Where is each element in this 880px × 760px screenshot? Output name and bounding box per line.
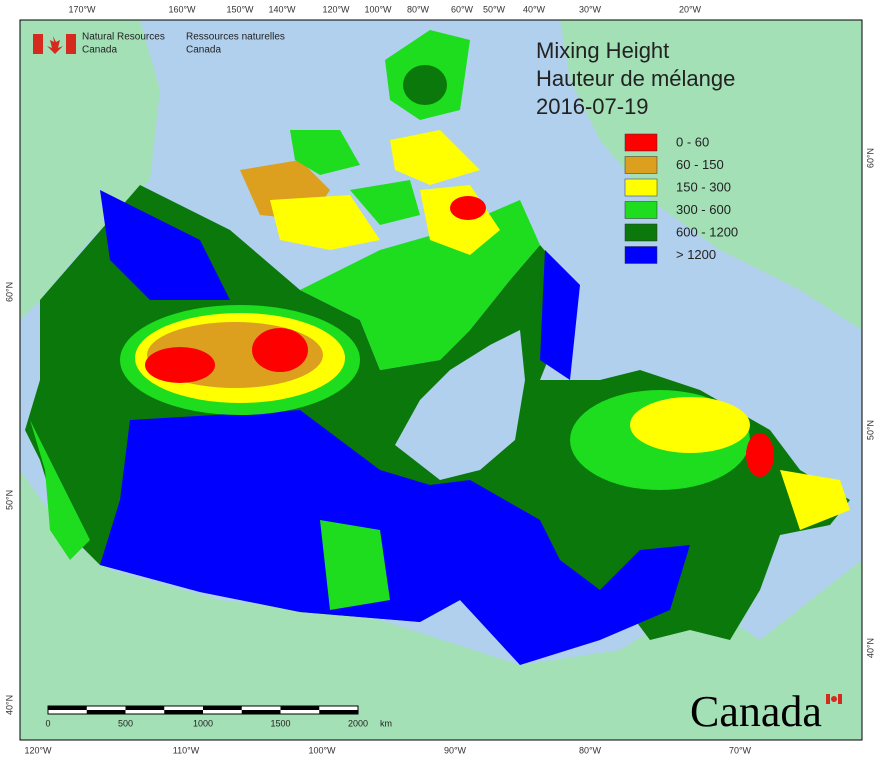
graticule-label: 120°W — [322, 4, 350, 14]
zone-blue — [100, 410, 690, 665]
scale-seg — [241, 710, 281, 714]
island — [290, 130, 360, 175]
graticule-label: 110°W — [173, 745, 200, 755]
zone-red — [252, 328, 308, 372]
island — [390, 130, 480, 185]
agency-en: Canada — [82, 45, 117, 56]
graticule-label: 40°N — [865, 638, 875, 658]
legend: 0 - 60 60 - 150 150 - 300 300 - 600 600 - 12… — [624, 133, 738, 264]
title: Hauteur de mélange — [536, 66, 735, 91]
alaska — [20, 20, 160, 320]
agency-fr: Ressources naturelles — [186, 32, 285, 43]
scale-seg — [125, 706, 165, 710]
scale-unit: km — [380, 718, 392, 728]
graticule-label: 90°W — [444, 745, 467, 755]
graticule-label: 80°W — [407, 4, 430, 14]
wordmark: Canada — [690, 687, 822, 736]
flag-leaf — [831, 696, 837, 702]
graticule-label: 80°W — [579, 745, 602, 755]
zone-blue — [540, 250, 580, 380]
graticule-label: 160°W — [168, 4, 196, 14]
graticule-label: 60°N — [865, 148, 875, 168]
graticule-label: 150°W — [226, 4, 254, 14]
scale-seg — [164, 710, 203, 714]
zone-yellow — [780, 470, 850, 530]
legend-swatch — [624, 178, 658, 197]
title: Mixing Height — [536, 38, 669, 63]
flag-leaf — [47, 36, 63, 54]
legend-swatch — [624, 246, 658, 264]
scale-label: 500 — [118, 718, 133, 728]
scale-seg — [48, 706, 87, 710]
graticule-label: 100°W — [364, 4, 392, 14]
scale-seg — [203, 706, 242, 710]
island — [403, 65, 447, 105]
hudson-bay — [395, 330, 525, 480]
coast — [30, 420, 90, 560]
greenland — [560, 20, 862, 330]
agency-en: Natural Resources — [82, 32, 165, 43]
scale-bar: km 0 500 1000 1500 2000 — [45, 705, 392, 728]
scale-seg — [319, 710, 358, 714]
legend-label: 60 - 150 — [676, 157, 724, 172]
graticule-label: 70°W — [729, 745, 752, 755]
scale-label: 1000 — [193, 718, 213, 728]
wordmark-flag — [826, 694, 842, 704]
graticule-label: 20°W — [679, 4, 702, 14]
graticule-label: 60°W — [451, 4, 474, 14]
title: 2016-07-19 — [536, 94, 649, 119]
island — [450, 196, 486, 220]
usa — [20, 470, 862, 740]
graticule-label: 40°W — [523, 4, 546, 14]
flag-bar — [826, 694, 830, 704]
graticule-label: 60°N — [4, 282, 14, 302]
graticule-label: 30°W — [579, 4, 602, 14]
graticule-label: 140°W — [268, 4, 296, 14]
island — [350, 180, 420, 225]
graticule-label: 40°N — [4, 695, 14, 715]
legend-label: 0 - 60 — [676, 134, 709, 149]
zone-red — [746, 433, 774, 477]
flag-bar — [66, 34, 76, 54]
legend-swatch — [624, 201, 658, 219]
scale-label: 0 — [45, 718, 50, 728]
legend-label: > 1200 — [676, 247, 716, 262]
zone-yellow — [630, 397, 750, 453]
scale-label: 1500 — [270, 718, 290, 728]
zone-green — [320, 520, 390, 610]
graticule-labels: 170°W 160°W 150°W 140°W 120°W 100°W 80°W 60°W 50… — [4, 4, 875, 755]
zone-red — [145, 347, 215, 383]
graticule-label: 120°W — [24, 745, 52, 755]
legend-label: 300 - 600 — [676, 202, 731, 217]
frame — [19, 19, 863, 741]
legend-label: 150 - 300 — [676, 179, 731, 194]
zone-blue — [100, 190, 230, 300]
flag-bar — [838, 694, 842, 704]
graticule-label: 100°W — [308, 745, 336, 755]
agency-signature: Natural Resources Canada Ressources natu… — [33, 32, 285, 56]
graticule-label: 50°W — [483, 4, 506, 14]
flag-bar — [33, 34, 43, 54]
scale-seg — [280, 706, 320, 710]
island — [270, 195, 380, 250]
agency-fr: Canada — [186, 45, 221, 56]
legend-swatch — [624, 156, 658, 174]
legend-swatch — [624, 223, 658, 242]
graticule-label: 170°W — [68, 4, 96, 14]
scale-seg — [86, 710, 126, 714]
graticule-label: 50°N — [865, 420, 875, 440]
legend-swatch — [624, 133, 658, 152]
graticule-label: 50°N — [4, 490, 14, 510]
map-body — [19, 19, 863, 741]
legend-label: 600 - 1200 — [676, 224, 738, 239]
scale-label: 2000 — [348, 718, 368, 728]
